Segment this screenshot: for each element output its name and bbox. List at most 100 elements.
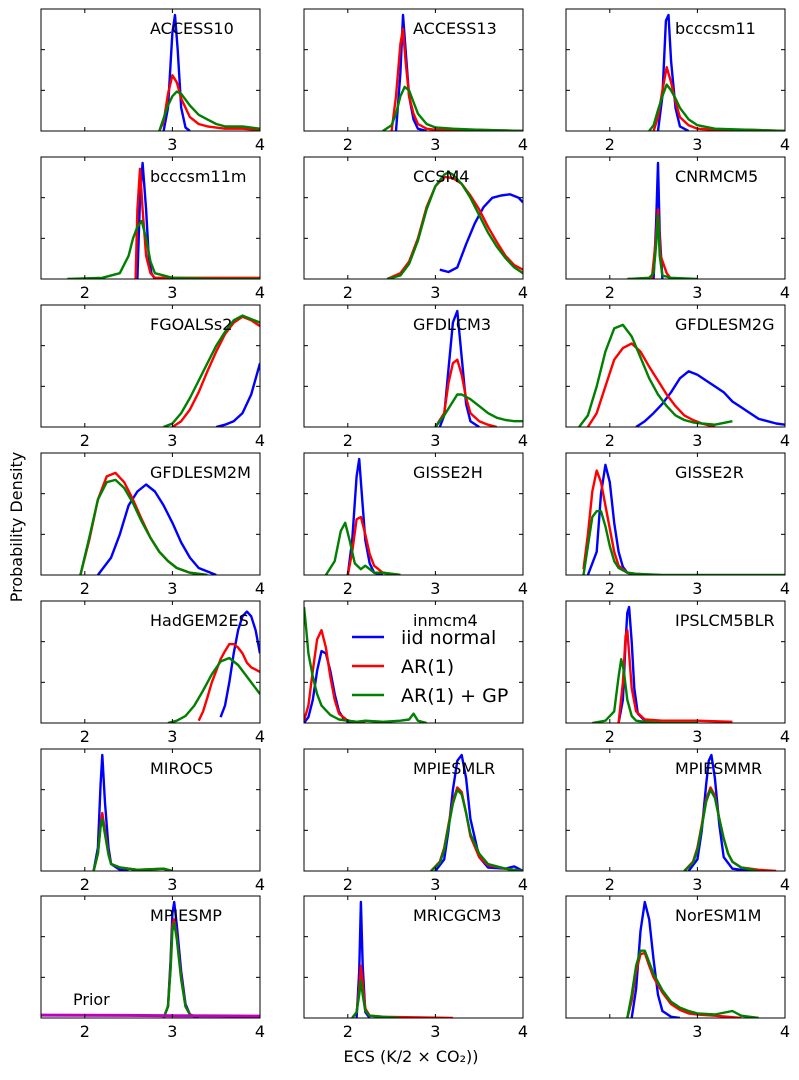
x-tick-label: 3: [167, 283, 177, 302]
panel-title: GFDLESM2M: [150, 463, 251, 482]
axes-frame: [565, 156, 786, 280]
plot-area: [351, 900, 453, 1018]
x-tick-label: 4: [780, 1022, 790, 1041]
plot-area: [683, 753, 777, 871]
x-tick-label: 2: [80, 727, 90, 746]
series-line-argp: [578, 323, 733, 427]
x-tick-label: 2: [80, 875, 90, 894]
panel-title: ACCESS10: [150, 19, 234, 38]
panel-bcccsm11m: 2 3 4 bcccsm11m: [40, 156, 265, 302]
axes-frame: [40, 304, 261, 428]
panel-fgoalss2: 2 3 4 FGOALSs2: [40, 304, 265, 450]
series-line-prior: [41, 1013, 260, 1018]
x-tick-label: 3: [430, 431, 440, 450]
panel-gfdlesm2g: 2 3 4 GFDLESM2G: [565, 304, 790, 450]
panel-title: MRICGCM3: [413, 906, 501, 925]
series-line-argp: [67, 219, 260, 279]
series-line-ar1: [346, 515, 401, 575]
panel-gisse2h: 2 3 4 GISSE2H: [303, 452, 528, 598]
series-line-argp: [683, 788, 759, 871]
x-tick-label: 4: [780, 875, 790, 894]
series-line-ar1: [197, 642, 260, 722]
x-tick-label: 2: [605, 579, 615, 598]
axes-frame: [303, 600, 524, 724]
x-tick-label: 2: [343, 135, 353, 154]
x-tick-label: 2: [605, 431, 615, 450]
plot-area: [592, 605, 733, 723]
series-line-argp: [163, 314, 260, 427]
x-tick-label: 2: [605, 135, 615, 154]
x-tick-label: 3: [167, 1022, 177, 1041]
panel-gfdlcm3: 2 3 4 GFDLCM3: [303, 304, 528, 450]
axes-frame: [565, 895, 786, 1019]
series-line-iid: [219, 610, 260, 718]
panel-title: GISSE2R: [675, 463, 744, 482]
axes-frame: [40, 156, 261, 280]
axes-frame: [303, 748, 524, 872]
x-tick-label: 4: [780, 727, 790, 746]
panel-gfdlesm2m: 2 3 4 GFDLESM2M: [40, 452, 265, 598]
x-tick-label: 4: [255, 431, 265, 450]
x-tick-label: 4: [518, 875, 528, 894]
panel-gisse2r: 2 3 4 GISSE2R: [565, 452, 790, 598]
x-tick-label: 3: [430, 875, 440, 894]
panel-ipslcm5blr: 2 3 4 IPSLCM5BLR: [565, 600, 790, 746]
axes-frame: [565, 600, 786, 724]
x-tick-label: 4: [518, 283, 528, 302]
x-tick-label: 3: [430, 579, 440, 598]
series-line-argp: [627, 214, 698, 279]
legend-label-iid: iid normal: [401, 627, 496, 649]
axes-frame: [303, 452, 524, 576]
plot-area: [578, 323, 785, 427]
series-line-argp: [434, 393, 523, 427]
x-tick-label: 3: [692, 135, 702, 154]
plot-area: [626, 900, 759, 1018]
series-line-ar1: [390, 27, 523, 131]
plot-area: [163, 314, 260, 427]
x-tick-label: 2: [605, 283, 615, 302]
x-tick-label: 2: [343, 283, 353, 302]
x-tick-label: 4: [255, 283, 265, 302]
series-line-ar1: [386, 175, 523, 279]
series-line-iid: [346, 457, 384, 575]
panel-title: ACCESS13: [413, 19, 497, 38]
panel-mpiesmlr: 2 3 4 MPIESMLR: [303, 748, 528, 894]
x-tick-label: 3: [692, 1022, 702, 1041]
panel-access10: 3 4 ACCESS10: [40, 8, 265, 154]
x-tick-label: 2: [343, 579, 353, 598]
panel-title: GISSE2H: [413, 463, 483, 482]
x-tick-label: 3: [167, 579, 177, 598]
axes-frame: [40, 748, 261, 872]
panel-title: inmcm4: [413, 611, 478, 630]
series-line-argp: [92, 817, 173, 871]
panel-access13: 2 3 4 ACCESS13: [303, 8, 528, 154]
panel-grid: 3 4 ACCESS10 2 3 4 ACCESS13 2 3 4 bcccsm11 2 3 4 bcccs…: [40, 8, 790, 1041]
x-tick-label: 2: [80, 283, 90, 302]
x-tick-label: 2: [343, 431, 353, 450]
panel-title: GFDLCM3: [413, 315, 491, 334]
series-line-argp: [79, 478, 208, 575]
x-tick-label: 2: [605, 727, 615, 746]
plot-area: [627, 161, 698, 279]
series-line-argp: [648, 83, 785, 131]
panel-title: bcccsm11: [675, 19, 756, 38]
x-tick-label: 3: [692, 875, 702, 894]
x-tick-label: 4: [518, 579, 528, 598]
series-line-iid: [92, 753, 129, 871]
x-tick-label: 3: [430, 135, 440, 154]
panel-title: IPSLCM5BLR: [675, 611, 775, 630]
panel-cnrmcm5: 2 3 4 CNRMCM5: [565, 156, 790, 302]
x-tick-label: 3: [430, 283, 440, 302]
panel-title: FGOALSs2: [150, 315, 232, 334]
plot-area: [648, 13, 785, 131]
x-tick-label: 3: [692, 431, 702, 450]
x-tick-label: 2: [80, 579, 90, 598]
axes-frame: [40, 8, 261, 132]
series-line-argp: [351, 979, 401, 1018]
panel-title: MPIESMLR: [413, 759, 495, 778]
series-line-argp: [158, 90, 260, 131]
axes-frame: [40, 895, 261, 1019]
plot-area: [324, 457, 401, 575]
series-line-argp: [162, 921, 200, 1018]
